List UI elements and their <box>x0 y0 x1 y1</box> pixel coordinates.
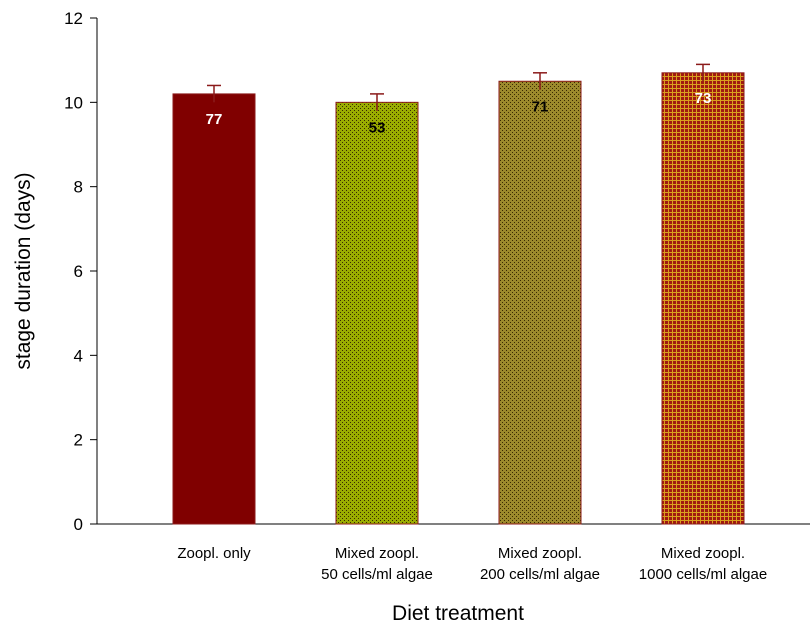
x-axis-label: Diet treatment <box>392 602 524 625</box>
bar <box>661 72 745 525</box>
sample-size-label: 53 <box>369 119 386 136</box>
x-tick-label: Mixed zoopl. <box>335 545 419 562</box>
x-tick-label: Zoopl. only <box>177 545 251 562</box>
x-tick-label: 1000 cells/ml algae <box>639 566 767 583</box>
y-tick-label: 0 <box>74 515 83 534</box>
y-tick-label: 2 <box>74 431 83 450</box>
sample-size-label: 71 <box>532 98 549 115</box>
sample-size-label: 77 <box>206 111 223 128</box>
x-tick-label: 200 cells/ml algae <box>480 566 600 583</box>
y-tick-label: 12 <box>64 9 83 28</box>
bar <box>172 93 256 525</box>
bar <box>498 80 582 525</box>
sample-size-label: 73 <box>695 90 712 107</box>
x-tick-label: 50 cells/ml algae <box>321 566 433 583</box>
x-tick-label: Mixed zoopl. <box>661 545 745 562</box>
y-tick-label: 6 <box>74 262 83 281</box>
y-axis-label: stage duration (days) <box>12 172 35 369</box>
y-tick-label: 4 <box>74 346 83 365</box>
bar <box>335 101 419 525</box>
x-tick-label: Mixed zoopl. <box>498 545 582 562</box>
y-tick-label: 10 <box>64 93 83 112</box>
y-tick-label: 8 <box>74 178 83 197</box>
